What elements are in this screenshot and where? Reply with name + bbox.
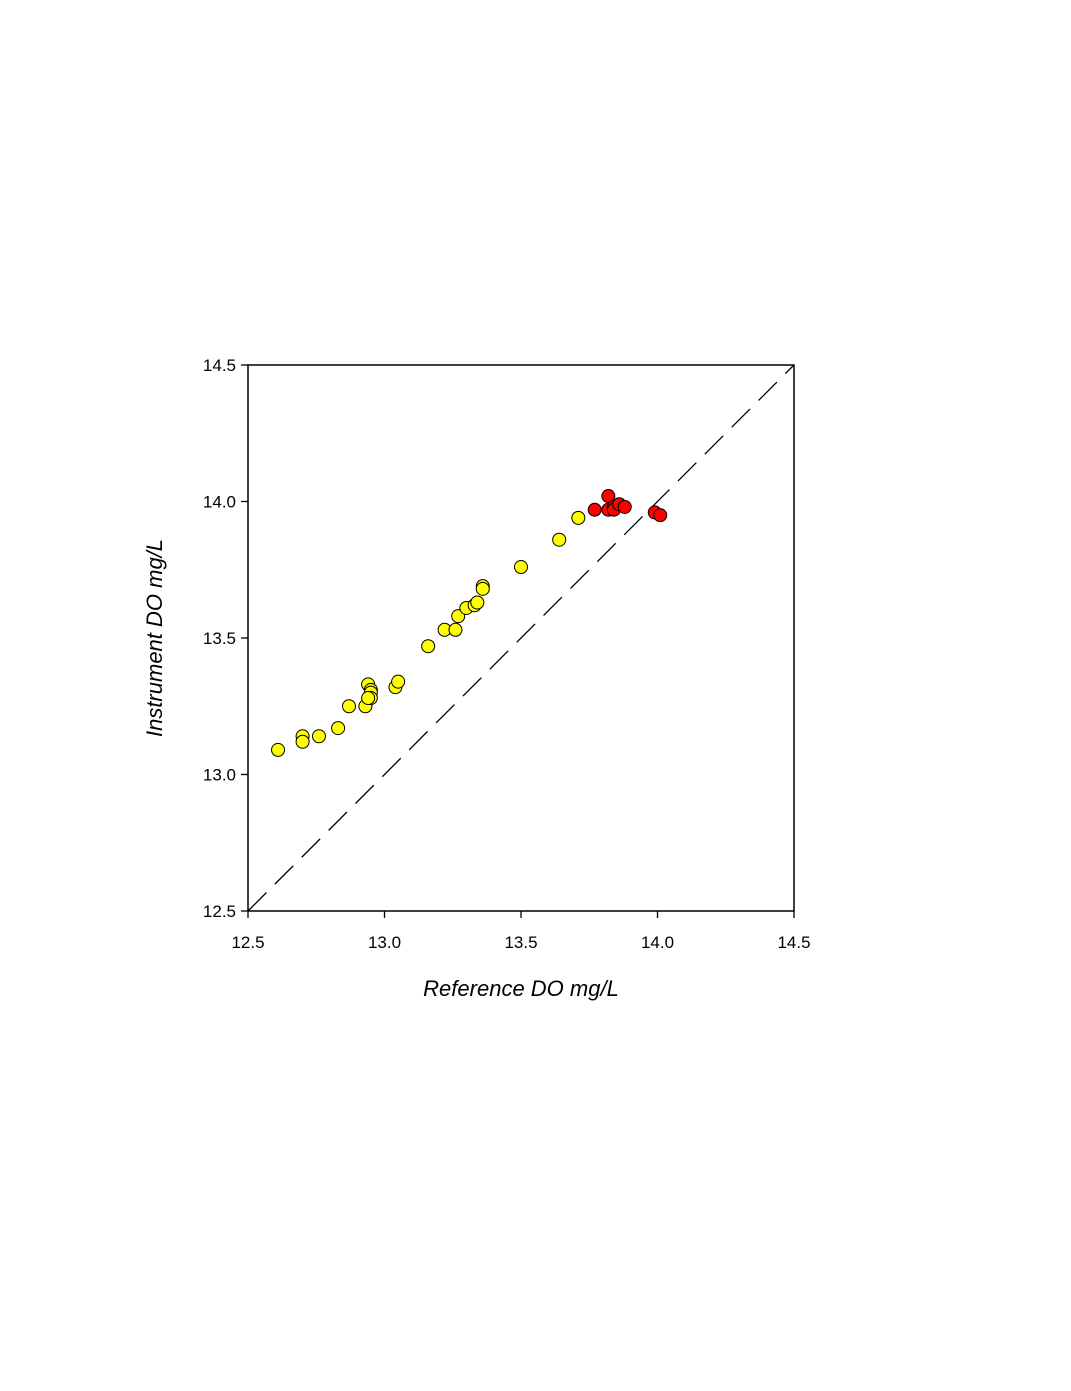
x-tick-label: 14.5 bbox=[777, 933, 810, 952]
x-tick-label: 13.0 bbox=[368, 933, 401, 952]
point bbox=[331, 721, 346, 736]
x-tick-label: 14.0 bbox=[641, 933, 674, 952]
y-tick-label: 14.5 bbox=[203, 356, 236, 375]
x-tick-label: 12.5 bbox=[231, 933, 264, 952]
point bbox=[361, 691, 376, 706]
point bbox=[587, 502, 602, 517]
y-axis-label: Instrument DO mg/L bbox=[142, 539, 167, 737]
reference-line bbox=[247, 364, 795, 912]
point bbox=[552, 532, 567, 547]
point bbox=[311, 729, 326, 744]
y-tick-label: 14.0 bbox=[203, 493, 236, 512]
point bbox=[448, 622, 463, 637]
point bbox=[295, 734, 310, 749]
x-tick-label: 13.5 bbox=[504, 933, 537, 952]
x-axis-label: Reference DO mg/L bbox=[423, 976, 619, 1001]
point bbox=[421, 639, 436, 654]
y-tick-label: 13.0 bbox=[203, 766, 236, 785]
point bbox=[601, 489, 616, 504]
point bbox=[475, 581, 490, 596]
y-tick-label: 13.5 bbox=[203, 629, 236, 648]
point bbox=[391, 674, 406, 689]
point bbox=[271, 742, 286, 757]
point bbox=[653, 508, 668, 523]
point bbox=[571, 510, 586, 525]
y-tick-label: 12.5 bbox=[203, 902, 236, 921]
point bbox=[514, 560, 528, 575]
point bbox=[470, 595, 485, 610]
point bbox=[617, 499, 632, 514]
point bbox=[342, 699, 357, 714]
